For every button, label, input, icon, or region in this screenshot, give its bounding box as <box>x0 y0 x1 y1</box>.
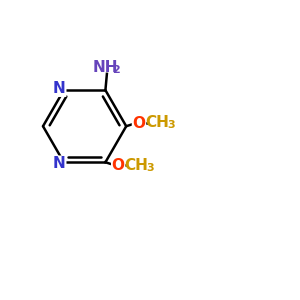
Text: 3: 3 <box>147 163 154 173</box>
Text: 3: 3 <box>168 120 175 130</box>
Text: NH: NH <box>93 60 118 75</box>
Text: O: O <box>133 116 146 131</box>
Text: CH: CH <box>125 158 148 173</box>
Text: N: N <box>53 81 66 96</box>
Text: O: O <box>112 158 125 173</box>
Text: 2: 2 <box>112 65 120 75</box>
Text: CH: CH <box>146 115 170 130</box>
Text: N: N <box>53 156 66 171</box>
